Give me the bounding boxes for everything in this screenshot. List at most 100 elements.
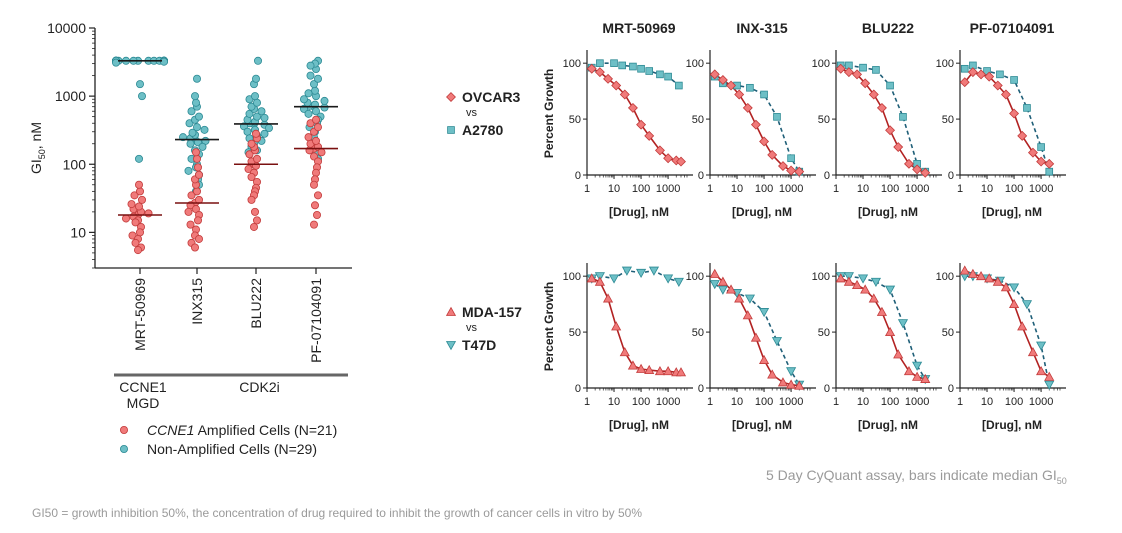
amplified-point: [194, 234, 203, 243]
amplified-point: [247, 195, 256, 204]
teal-data-point: [1036, 341, 1047, 351]
teal-data-point: [1008, 283, 1020, 293]
amplified-point: [251, 129, 260, 138]
amplified-point: [244, 165, 253, 174]
amplified-point: [135, 228, 144, 237]
amplified-point: [130, 191, 139, 200]
red-data-point: [959, 77, 970, 88]
nonamp-point: [320, 96, 329, 105]
x-tick-label-blu222: BLU222: [248, 278, 264, 329]
red-data-point: [794, 380, 805, 390]
col-title-blu222: BLU222: [862, 20, 914, 36]
red-data-point: [1009, 108, 1020, 119]
gi50-scatter-chart: 10 100 1000 10000 GI50, nM MRT-50969 INX315 BLU…: [28, 20, 352, 457]
amplified-point: [135, 187, 144, 196]
red-data-point: [786, 379, 797, 389]
panel-x-tick-label: 1: [584, 396, 590, 408]
teal-data-point: [709, 280, 720, 290]
panel-x-tick-label: 10: [857, 183, 869, 195]
red-data-point: [1044, 158, 1055, 169]
dose-response-grid: MRT-50969 INX-315 BLU222 PF-07104091 Percent…: [445, 20, 1066, 432]
panel-x-tick-label: 1: [957, 396, 963, 408]
nonamp-point: [257, 107, 266, 116]
y-axis-label-percent-growth: Percent Growth: [542, 282, 556, 371]
red-data-point: [726, 80, 737, 91]
panel-x-tick-label: 1000: [779, 396, 803, 408]
amplified-point: [122, 214, 131, 223]
red-data-point: [1000, 89, 1011, 100]
red-data-point: [759, 136, 770, 147]
nonamp-point: [159, 57, 168, 66]
red-data-point: [920, 373, 931, 383]
nonamp-point: [306, 61, 315, 70]
teal-data-point: [1044, 380, 1055, 390]
legend-marker-a2780: [447, 126, 455, 134]
teal-fit-curve: [964, 275, 1050, 385]
group-label-mgd: MGD: [127, 395, 160, 411]
x-axis-label-drug: [Drug], nM: [858, 205, 918, 219]
panel-x-tick-label: 1000: [905, 396, 929, 408]
red-fit-curve: [591, 277, 681, 374]
teal-data-point: [859, 63, 867, 72]
panel-x-tick-label: 100: [755, 396, 773, 408]
teal-fit-curve: [840, 275, 926, 380]
red-data-point: [594, 276, 605, 286]
amplified-point: [311, 168, 320, 177]
red-data-point: [734, 293, 745, 303]
red-data-point: [860, 78, 871, 89]
legend-label-t47d: T47D: [462, 337, 496, 353]
teal-data-point: [872, 66, 880, 74]
teal-data-point: [637, 64, 645, 73]
panel-x-tick-label: 10: [731, 183, 743, 195]
nonamp-point: [309, 80, 318, 89]
red-data-point: [967, 67, 978, 78]
assay-note-sub: 50: [1056, 475, 1067, 486]
red-fit-curve: [840, 68, 926, 174]
amplified-point: [317, 148, 326, 157]
x-axis-label-drug: [Drug], nM: [982, 418, 1042, 432]
red-data-point: [603, 73, 614, 84]
red-data-point: [893, 142, 904, 153]
amplified-point: [134, 202, 143, 211]
amplified-point: [249, 222, 258, 231]
red-data-point: [663, 153, 674, 164]
teal-data-point: [912, 361, 923, 371]
amplified-point: [131, 218, 140, 227]
red-data-point: [742, 310, 753, 320]
panel-y-tick-label: 0: [824, 170, 830, 182]
x-axis-label-drug: [Drug], nM: [858, 418, 918, 432]
red-data-point: [663, 366, 674, 376]
x-axis-label-drug: [Drug], nM: [609, 418, 669, 432]
panel-y-tick-label: 50: [692, 327, 704, 339]
red-data-point: [843, 67, 854, 78]
panel-x-tick-label: 10: [608, 183, 620, 195]
x-tick-label-mrt-50969: MRT-50969: [132, 278, 148, 351]
nonamp-point: [192, 74, 201, 83]
amplified-point: [193, 163, 202, 172]
nonamp-point: [313, 74, 322, 83]
panel-x-tick-label: 100: [755, 183, 773, 195]
amplified-point: [252, 216, 261, 225]
teal-data-point: [629, 62, 637, 71]
red-data-point: [1017, 130, 1028, 141]
amplified-point: [252, 154, 261, 163]
amplified-point: [192, 154, 201, 163]
red-data-point: [586, 63, 597, 74]
nonamp-point: [137, 92, 146, 101]
teal-fit-curve: [714, 75, 800, 173]
panel-y-tick-label: 50: [569, 114, 581, 126]
red-fit-curve: [591, 68, 682, 163]
amplified-point: [311, 136, 320, 145]
amplified-point: [131, 238, 140, 247]
red-data-point: [912, 371, 923, 381]
red-data-point: [984, 71, 995, 82]
panel-y-tick-label: 100: [936, 58, 954, 70]
amplified-point: [312, 210, 321, 219]
panel-x-tick-label: 100: [1005, 396, 1023, 408]
panel-x-tick-label: 1: [584, 183, 590, 195]
amplified-point: [134, 180, 143, 189]
legend-text: Amplified Cells (N=21): [194, 422, 337, 438]
teal-data-point: [664, 72, 672, 81]
teal-data-point: [884, 285, 896, 295]
red-data-point: [835, 63, 846, 74]
